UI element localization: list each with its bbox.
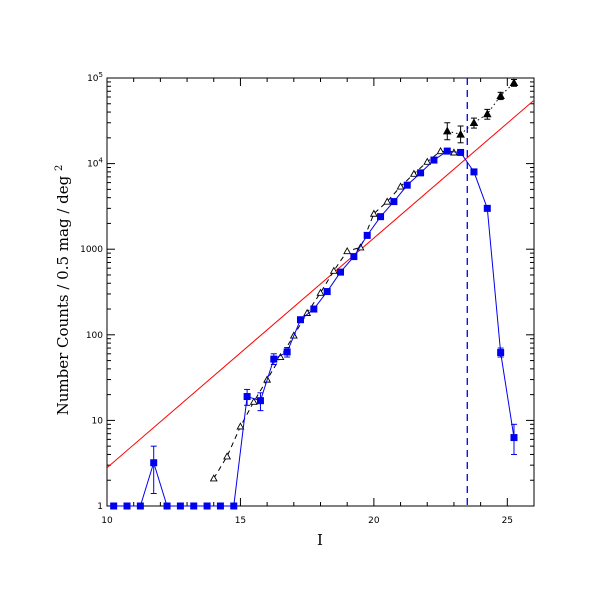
data-point-filled-triangle (483, 109, 492, 118)
data-point-square (176, 502, 184, 510)
data-point-square (150, 459, 158, 467)
x-tick-label: 10 (101, 516, 113, 526)
data-point-triangle (249, 397, 258, 405)
y-tick-label: 100 (86, 331, 103, 341)
reference-line (107, 99, 534, 469)
data-point-triangle (223, 452, 232, 460)
data-point-square (443, 147, 451, 155)
x-tick-label: 25 (502, 516, 513, 526)
data-point-square (270, 355, 278, 363)
series-line (447, 82, 515, 135)
x-axis-title: I (317, 531, 323, 549)
y-tick-label-base: 10 (87, 74, 99, 84)
data-point-square (243, 393, 251, 401)
data-point-square (163, 502, 171, 510)
data-point-triangle (369, 209, 378, 217)
data-point-square (377, 213, 385, 221)
series-group (110, 78, 519, 510)
data-point-filled-triangle (456, 129, 465, 138)
data-point-triangle (329, 266, 338, 274)
data-point-square (363, 231, 371, 239)
y-axis-title: Number Counts / 0.5 mag / deg 2 (54, 165, 72, 416)
data-point-square (403, 181, 411, 189)
series-filled-square (110, 147, 518, 510)
data-point-square (497, 349, 505, 357)
y-tick-label: 1000 (80, 245, 103, 255)
data-point-square (123, 502, 131, 510)
y-axis-title-main: Number Counts / 0.5 mag / deg (54, 175, 72, 415)
data-point-square (216, 502, 224, 510)
data-point-filled-triangle (496, 91, 505, 100)
data-point-triangle (396, 182, 405, 190)
data-point-triangle (343, 246, 352, 255)
data-point-triangle (409, 169, 418, 177)
data-point-filled-triangle (509, 78, 519, 87)
y-tick-label-exponent: 5 (99, 71, 103, 79)
data-point-square (337, 268, 345, 276)
data-point-square (203, 502, 211, 510)
data-point-square (350, 253, 358, 261)
data-point-filled-triangle (442, 126, 452, 135)
data-point-square (296, 316, 304, 324)
y-axis-title-superscript: 2 (54, 165, 65, 171)
series-line (113, 150, 515, 507)
data-point-triangle (383, 197, 392, 205)
data-point-square (483, 204, 491, 212)
data-point-triangle (316, 288, 325, 296)
data-point-square (430, 156, 438, 164)
y-tick-label: 104 (87, 157, 103, 170)
data-point-filled-triangle (469, 118, 479, 127)
series-filled-triangle (442, 78, 519, 144)
y-tick-label: 1 (97, 502, 103, 512)
data-point-square (310, 305, 318, 313)
data-point-square (457, 148, 465, 156)
y-tick-label: 105 (87, 71, 103, 84)
x-tick-label: 15 (235, 516, 246, 526)
data-point-square (417, 169, 425, 177)
data-point-triangle (436, 146, 445, 155)
data-point-triangle (236, 422, 245, 430)
data-point-square (510, 434, 518, 442)
data-point-square (323, 288, 331, 296)
data-point-square (256, 397, 264, 405)
data-point-square (230, 502, 238, 510)
data-point-triangle (209, 474, 218, 482)
x-tick-label: 20 (368, 516, 380, 526)
y-tick-label-exponent: 4 (99, 157, 104, 165)
reference-line-group (107, 99, 534, 469)
data-point-square (283, 348, 291, 356)
y-tick-label-base: 10 (87, 160, 99, 170)
axis-ticks (106, 78, 535, 507)
data-point-square (136, 502, 144, 510)
data-point-square (190, 502, 198, 510)
y-tick-label: 10 (92, 416, 104, 426)
data-point-triangle (423, 157, 432, 165)
data-point-square (110, 502, 118, 510)
data-point-square (390, 198, 398, 206)
data-point-square (470, 168, 478, 176)
